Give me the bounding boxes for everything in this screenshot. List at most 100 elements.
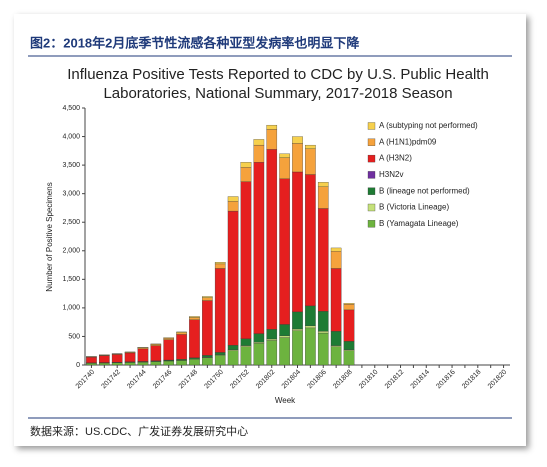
- legend-swatch: [367, 138, 376, 146]
- legend-label: B (lineage not performed): [379, 186, 470, 195]
- bar-segment: [227, 196, 239, 202]
- bar-segment: [150, 344, 162, 346]
- bar-segment: [214, 352, 226, 355]
- bar-segment: [266, 340, 278, 366]
- bar-segment: [163, 338, 175, 340]
- bar-segment: [227, 345, 239, 351]
- bar-segment: [202, 357, 213, 366]
- bar-segment: [124, 362, 136, 366]
- x-tick-label: 201744: [126, 369, 148, 391]
- bar-segment: [292, 136, 303, 144]
- bar-segment: [343, 304, 355, 311]
- y-axis-label: Number of Positive Specimens: [45, 182, 54, 291]
- x-tick-label: 201820: [487, 369, 509, 391]
- legend-swatch: [367, 154, 376, 163]
- bar-segment: [214, 355, 226, 366]
- bar-segment: [317, 182, 329, 187]
- y-tick-label: 0: [76, 362, 80, 369]
- legend-swatch: [367, 171, 376, 179]
- bar-segment: [292, 311, 303, 330]
- bar-segment: [240, 345, 252, 347]
- bar-segment: [137, 361, 149, 366]
- x-tick-label: 201752: [229, 369, 251, 391]
- bar-segment: [317, 208, 329, 312]
- bar-segment: [330, 251, 342, 269]
- y-tick-label: 3,500: [62, 162, 80, 169]
- bar-segment: [227, 201, 239, 212]
- bar-segment: [202, 300, 213, 356]
- bar-segment: [150, 361, 162, 366]
- bar-segment: [317, 311, 329, 332]
- bar-segment: [176, 334, 187, 360]
- y-tick-label: 2,000: [62, 248, 80, 255]
- bar-segment: [343, 350, 355, 366]
- bar-segment: [240, 162, 252, 168]
- bar-segment: [214, 268, 226, 353]
- bar-segment: [266, 124, 278, 130]
- bar-segment: [99, 362, 110, 366]
- bar-segment: [202, 297, 213, 301]
- bar-segment: [317, 186, 329, 209]
- bar-segment: [163, 339, 175, 361]
- bar-segment: [176, 360, 187, 366]
- bar-segment: [99, 355, 110, 363]
- legend-label: B (Yamagata Lineage): [379, 219, 459, 228]
- bar-segment: [266, 338, 278, 341]
- x-tick-label: 201818: [461, 369, 483, 391]
- bar-segment: [330, 346, 342, 366]
- bar-segment: [266, 129, 278, 150]
- x-tick-label: 201806: [307, 369, 329, 391]
- x-tick-label: 201740: [75, 369, 97, 391]
- bar-segment: [86, 356, 97, 363]
- bar-segment: [292, 143, 303, 173]
- bar-segment: [330, 345, 342, 347]
- legend-label: H3N2v: [379, 170, 403, 179]
- bar-segment: [227, 210, 239, 346]
- legend-swatch: [367, 203, 376, 212]
- x-tick-label: 201750: [203, 369, 225, 391]
- bar-segment: [240, 181, 252, 339]
- bar-segment: [343, 303, 355, 305]
- y-tick-label: 1,500: [62, 276, 80, 283]
- y-tick-label: 3,000: [62, 191, 80, 198]
- bar-segment: [189, 316, 200, 318]
- x-tick-label: 201814: [410, 369, 432, 391]
- bar-segment: [292, 171, 303, 313]
- bar-segment: [240, 167, 252, 182]
- x-tick-label: 201748: [178, 369, 200, 391]
- legend-swatch: [367, 187, 376, 195]
- bar-segment: [305, 327, 316, 366]
- x-tick-label: 201812: [384, 369, 406, 391]
- bar-segment: [292, 330, 303, 366]
- bar-segment: [176, 332, 187, 335]
- bar-segment: [137, 347, 149, 349]
- bar-segment: [240, 338, 252, 346]
- source: 数据来源：US.CDC、广发证券发展研究中心: [30, 424, 248, 438]
- x-tick-label: 201816: [435, 369, 457, 391]
- bar-segment: [150, 343, 162, 345]
- bar-segment: [189, 357, 200, 360]
- caption: 图2：2018年2月底季节性流感各种亚型发病率也明显下降: [30, 35, 360, 50]
- y-tick-label: 4,500: [62, 105, 80, 112]
- bar-segment: [86, 363, 97, 366]
- y-tick-label: 4,000: [62, 133, 80, 140]
- bar-segment: [227, 350, 239, 366]
- bar-segment: [253, 343, 265, 366]
- x-tick-label: 201746: [152, 369, 174, 391]
- x-tick-label: 201804: [281, 369, 303, 391]
- bar-segment: [343, 309, 355, 342]
- bar-segment: [266, 329, 278, 340]
- bar-segment: [279, 178, 290, 325]
- legend-label: A (subtyping not performed): [379, 121, 478, 130]
- bar-segment: [330, 331, 342, 346]
- bar-segment: [189, 317, 200, 320]
- bar-segment: [317, 331, 329, 334]
- chart-title: Laboratories, National Summary, 2017-201…: [103, 85, 452, 102]
- bar-segment: [163, 337, 175, 339]
- bar-segment: [240, 346, 252, 366]
- x-axis-label: Week: [275, 396, 296, 405]
- bar-segment: [214, 262, 226, 265]
- bar-segment: [279, 335, 290, 338]
